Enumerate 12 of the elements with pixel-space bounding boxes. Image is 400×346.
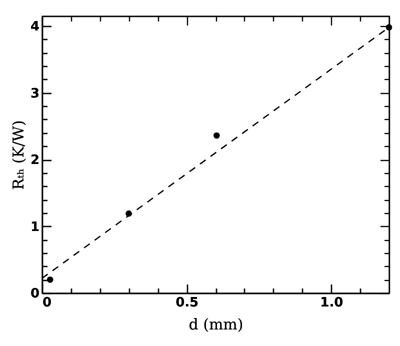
x-tick-label: 0.5 xyxy=(176,296,199,310)
y-tick-label: 3 xyxy=(30,86,40,102)
y-tick-label: 1 xyxy=(30,220,40,235)
point xyxy=(386,24,392,31)
x-tick-label: 0 xyxy=(42,296,52,310)
x-tick-label: 1.0 xyxy=(320,296,344,310)
point xyxy=(46,276,54,283)
x-axis-title: d (mm) xyxy=(188,316,244,334)
y-tick-label: 4 xyxy=(30,20,40,35)
y-axis-title: Rₜₕ (K/W) xyxy=(9,120,28,190)
y-tick-label: 2 xyxy=(30,153,40,168)
point xyxy=(213,132,220,139)
